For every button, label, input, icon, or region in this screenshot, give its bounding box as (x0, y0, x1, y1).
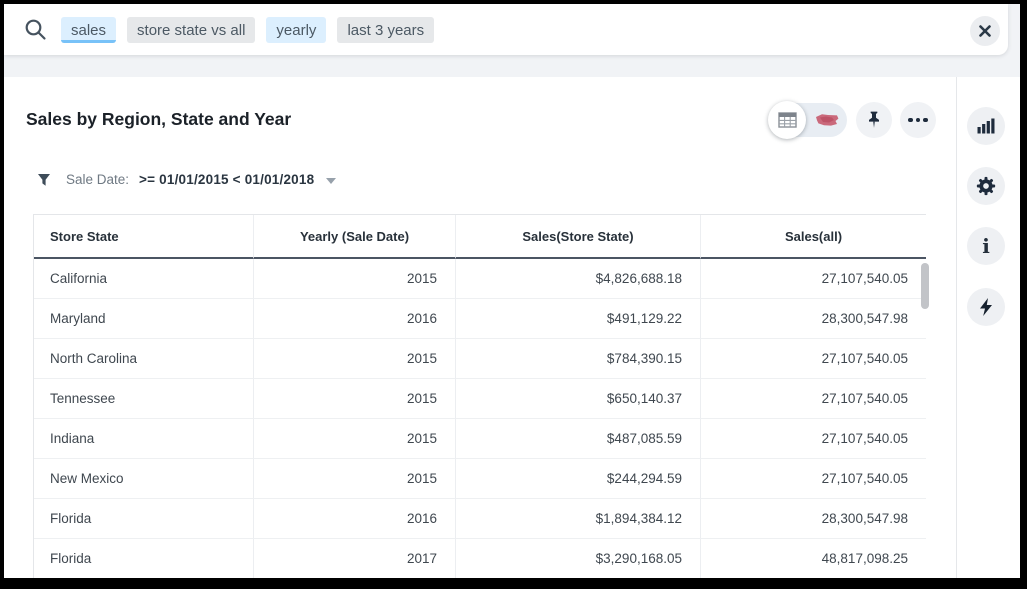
table-header-row: Store State Yearly (Sale Date) Sales(Sto… (34, 215, 926, 259)
cell-store-state: New Mexico (34, 459, 254, 499)
search-token-store-state-vs-all[interactable]: store state vs all (127, 16, 256, 43)
ellipsis-icon (908, 117, 928, 123)
cell-sales-all: 28,300,547.98 (701, 499, 926, 539)
cell-sales-store-state: $487,085.59 (456, 419, 701, 459)
column-header-yearly-sale-date[interactable]: Yearly (Sale Date) (254, 215, 456, 259)
map-view-button[interactable] (814, 112, 840, 133)
table-row[interactable]: Maryland 2016 $491,129.22 28,300,547.98 (34, 299, 926, 339)
table-row[interactable]: Indiana 2015 $487,085.59 27,107,540.05 (34, 419, 926, 459)
more-options-button[interactable] (900, 102, 936, 138)
cell-sales-store-state: $3,290,168.05 (456, 539, 701, 578)
cell-year: 2015 (254, 419, 456, 459)
sidebar-divider (956, 77, 957, 578)
search-token-sales[interactable]: sales (61, 16, 117, 43)
spark-button[interactable] (967, 288, 1005, 326)
cell-sales-store-state: $4,826,688.18 (456, 259, 701, 299)
cell-year: 2016 (254, 299, 456, 339)
cell-store-state: Tennessee (34, 379, 254, 419)
cell-sales-all: 27,107,540.05 (701, 419, 926, 459)
table-row[interactable]: North Carolina 2015 $784,390.15 27,107,5… (34, 339, 926, 379)
cell-year: 2015 (254, 459, 456, 499)
cell-year: 2017 (254, 539, 456, 578)
info-icon: i (982, 234, 990, 258)
filter-row[interactable]: Sale Date: >= 01/01/2015 < 01/01/2018 (37, 172, 337, 187)
cell-year: 2015 (254, 339, 456, 379)
cell-year: 2015 (254, 379, 456, 419)
cell-sales-all: 48,817,098.25 (701, 539, 926, 578)
map-icon (816, 114, 839, 126)
pin-button[interactable] (856, 102, 892, 138)
cell-year: 2015 (254, 259, 456, 299)
bar-chart-icon (977, 118, 995, 134)
filter-value[interactable]: >= 01/01/2015 < 01/01/2018 (139, 172, 315, 187)
chevron-down-icon[interactable] (326, 177, 337, 184)
cell-sales-store-state: $244,294.59 (456, 459, 701, 499)
cell-store-state: Florida (34, 499, 254, 539)
search-bar[interactable]: sales store state vs all yearly last 3 y… (4, 4, 1008, 55)
close-icon (979, 25, 991, 37)
table-scrollbar[interactable] (921, 263, 929, 309)
search-icon (25, 19, 46, 40)
cell-sales-all: 27,107,540.05 (701, 379, 926, 419)
table-row[interactable]: Florida 2017 $3,290,168.05 48,817,098.25 (34, 539, 926, 578)
cell-sales-store-state: $650,140.37 (456, 379, 701, 419)
table-view-button[interactable] (768, 101, 806, 139)
cell-store-state: Florida (34, 539, 254, 578)
cell-store-state: Maryland (34, 299, 254, 339)
chart-button[interactable] (967, 107, 1005, 145)
answer-panel: Sales by Region, State and Year (4, 77, 956, 578)
table-row[interactable]: New Mexico 2015 $244,294.59 27,107,540.0… (34, 459, 926, 499)
results-table: Store State Yearly (Sale Date) Sales(Sto… (33, 214, 926, 578)
pin-icon (869, 111, 879, 128)
info-button[interactable]: i (967, 227, 1005, 265)
cell-sales-store-state: $784,390.15 (456, 339, 701, 379)
column-header-sales-store-state[interactable]: Sales(Store State) (456, 215, 701, 259)
gear-icon (976, 176, 996, 196)
table-row[interactable]: Florida 2016 $1,894,384.12 28,300,547.98 (34, 499, 926, 539)
view-toggle (768, 101, 847, 139)
filter-label: Sale Date: (66, 172, 130, 187)
close-search-button[interactable] (970, 16, 1000, 46)
cell-sales-store-state: $491,129.22 (456, 299, 701, 339)
table-row[interactable]: California 2015 $4,826,688.18 27,107,540… (34, 259, 926, 299)
cell-store-state: Indiana (34, 419, 254, 459)
table-icon (777, 112, 797, 128)
cell-sales-all: 27,107,540.05 (701, 459, 926, 499)
page-title: Sales by Region, State and Year (26, 109, 292, 129)
table-row[interactable]: Tennessee 2015 $650,140.37 27,107,540.05 (34, 379, 926, 419)
lightning-bolt-icon (980, 298, 992, 316)
column-header-store-state[interactable]: Store State (34, 215, 254, 259)
cell-sales-all: 27,107,540.05 (701, 259, 926, 299)
cell-store-state: California (34, 259, 254, 299)
cell-store-state: North Carolina (34, 339, 254, 379)
filter-icon (38, 173, 50, 186)
column-header-sales-all[interactable]: Sales(all) (701, 215, 926, 259)
cell-sales-all: 27,107,540.05 (701, 339, 926, 379)
settings-button[interactable] (967, 167, 1005, 205)
search-token-last-3-years[interactable]: last 3 years (337, 16, 435, 43)
app-surface: sales store state vs all yearly last 3 y… (4, 4, 1020, 578)
search-token-yearly[interactable]: yearly (266, 16, 327, 43)
cell-sales-all: 28,300,547.98 (701, 299, 926, 339)
cell-year: 2016 (254, 499, 456, 539)
cell-sales-store-state: $1,894,384.12 (456, 499, 701, 539)
